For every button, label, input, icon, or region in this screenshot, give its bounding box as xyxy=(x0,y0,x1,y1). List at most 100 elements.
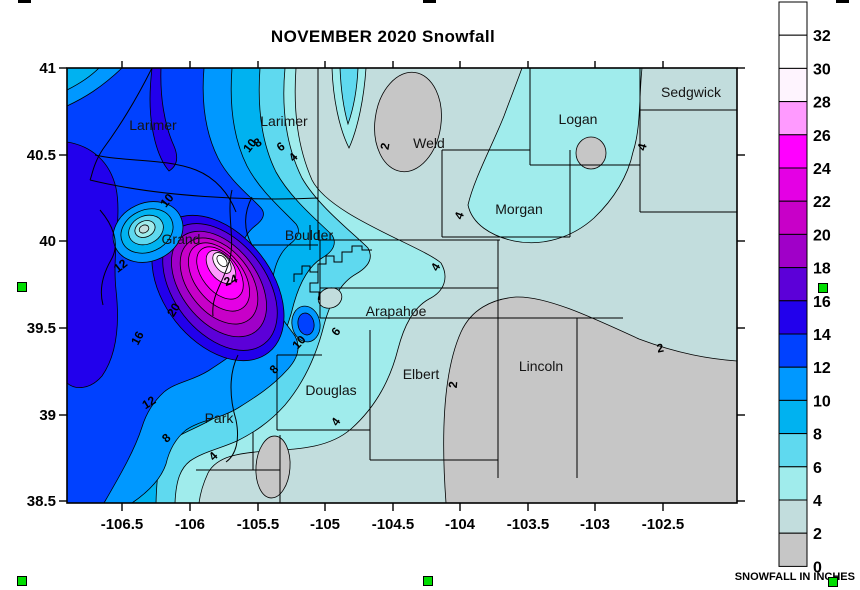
county-label-lincoln: Lincoln xyxy=(519,358,563,374)
park-gray-oval xyxy=(255,435,291,499)
colorbar-tick-label: 12 xyxy=(813,360,831,377)
county-borders xyxy=(89,68,737,503)
colorbar-cell-c24 xyxy=(778,134,808,169)
colorbar-cell-c18 xyxy=(778,233,808,269)
contour-label-16: 16 xyxy=(128,329,147,348)
colorbar-tick-label: 30 xyxy=(813,61,831,78)
x-tick-label: -103 xyxy=(580,516,610,533)
colorbar-tick-label: 32 xyxy=(813,28,831,45)
x-tick-label: -103.5 xyxy=(507,516,550,533)
bullseye-30 xyxy=(216,254,228,268)
lincoln-gray-region xyxy=(443,296,737,503)
contour-label-4: 4 xyxy=(635,142,650,152)
county-label-morgan: Morgan xyxy=(495,201,542,217)
colorbar-tick-label: 18 xyxy=(813,261,831,278)
colorbar-tick-label: 16 xyxy=(813,294,831,311)
grand-min-2 xyxy=(138,224,150,234)
colorbar-tick-label: 24 xyxy=(813,161,831,178)
county-label-larimer: Larimer xyxy=(260,113,308,129)
colorbar-cell-c10 xyxy=(778,366,808,401)
x-tick-label: -106.5 xyxy=(101,516,144,533)
x-tick-label: -102.5 xyxy=(642,516,685,533)
logan-band-4 xyxy=(467,68,643,244)
contour-band-14-north xyxy=(149,68,178,172)
colorbar-cell-c28 xyxy=(778,67,808,103)
selection-handle-bottom-center[interactable] xyxy=(423,576,433,586)
plot-area: Larimer Larimer Weld Logan Sedgwick Morgan Gra… xyxy=(27,60,745,533)
contour-band-6-tongue xyxy=(339,68,359,126)
contour-label-4: 4 xyxy=(452,210,468,221)
county-label-elbert: Elbert xyxy=(403,366,440,382)
selection-handle-top-center[interactable] xyxy=(423,0,436,3)
colorbar-cell-c20 xyxy=(778,200,808,235)
colorbar-cell-c16 xyxy=(778,267,808,302)
y-axis: 41 40.5 40 39.5 39 38.5 xyxy=(27,60,745,510)
x-tick-label: -104 xyxy=(445,516,476,533)
county-label-logan: Logan xyxy=(559,111,598,127)
denver-blob-12 xyxy=(297,312,315,336)
selection-handles xyxy=(17,0,849,587)
colorbar-cell-c2 xyxy=(778,499,808,534)
colorbar-tick-label: 28 xyxy=(813,95,831,112)
colorbar-cell-c14 xyxy=(778,300,808,335)
colorbar-cell-c32 xyxy=(778,1,808,36)
chart-title: NOVEMBER 2020 Snowfall xyxy=(271,27,495,46)
county-label-larimer: Larimer xyxy=(129,117,177,133)
colorbar-cell-c22 xyxy=(778,167,808,202)
county-label-grand: Grand xyxy=(162,231,201,247)
colorbar-tick-label: 0 xyxy=(813,559,822,576)
colorbar-tick-label: 2 xyxy=(813,526,822,543)
weld-gray-oval xyxy=(374,71,442,173)
selection-handle-top-left[interactable] xyxy=(18,0,31,3)
x-tick-label: -105 xyxy=(310,516,340,533)
contour-band-14-west xyxy=(67,141,119,388)
plot-frame xyxy=(66,67,738,504)
logan-gray-oval xyxy=(575,136,607,170)
selection-handle-bottom-right[interactable] xyxy=(828,577,838,587)
colorbar-tick-label: 22 xyxy=(813,194,831,211)
selection-handle-mid-right[interactable] xyxy=(818,283,828,293)
colorbar-tick-label: 8 xyxy=(813,427,822,444)
colorbar-cell-c8 xyxy=(778,399,808,435)
county-label-douglas: Douglas xyxy=(305,382,356,398)
y-tick-label: 38.5 xyxy=(27,493,56,510)
colorbar-tick-label: 4 xyxy=(813,493,822,510)
colorbar-caption: SNOWFALL IN INCHES xyxy=(735,571,855,583)
contour-label-2: 2 xyxy=(446,380,461,388)
colorbar-tick-label: 14 xyxy=(813,327,831,344)
x-axis: -106.5 -106 -105.5 -105 -104.5 -104 -103.5 -103… xyxy=(101,61,685,533)
y-tick-label: 40.5 xyxy=(27,147,56,164)
county-label-sedgwick: Sedgwick xyxy=(661,84,722,100)
colorbar-tick-label: 6 xyxy=(813,460,822,477)
county-label-boulder: Boulder xyxy=(285,227,334,243)
colorbar-cell-c4 xyxy=(778,466,808,501)
selection-handle-bottom-left[interactable] xyxy=(17,576,27,586)
y-tick-label: 41 xyxy=(39,60,56,77)
colorbar-tick-label: 10 xyxy=(813,393,831,410)
y-tick-label: 40 xyxy=(39,233,56,250)
selection-handle-mid-left[interactable] xyxy=(17,282,27,292)
x-tick-label: -105.5 xyxy=(237,516,280,533)
colorbar-cell-c26 xyxy=(778,101,808,136)
colorbar-cell-c0 xyxy=(778,532,808,567)
selection-handle-top-right[interactable] xyxy=(836,0,849,3)
county-label-weld: Weld xyxy=(413,135,445,151)
county-label-arapahoe: Arapahoe xyxy=(366,303,427,319)
colorbar-cell-c12 xyxy=(778,333,808,368)
x-tick-label: -104.5 xyxy=(372,516,415,533)
denver-boundary-zigzag xyxy=(293,245,372,300)
contour-label-2: 2 xyxy=(378,141,393,150)
colorbar-cell-c6 xyxy=(778,433,808,468)
colorbar-tick-label: 20 xyxy=(813,227,831,244)
contour-label-24: 24 xyxy=(222,271,240,289)
colorbar-tick-label: 26 xyxy=(813,128,831,145)
y-tick-label: 39.5 xyxy=(27,320,56,337)
low-patch-2 xyxy=(317,287,343,309)
y-tick-label: 39 xyxy=(39,407,56,424)
county-labels: Larimer Larimer Weld Logan Sedgwick Morgan Gra… xyxy=(129,84,722,426)
colorbar-cell-c30 xyxy=(778,34,808,69)
county-label-park: Park xyxy=(205,410,235,426)
